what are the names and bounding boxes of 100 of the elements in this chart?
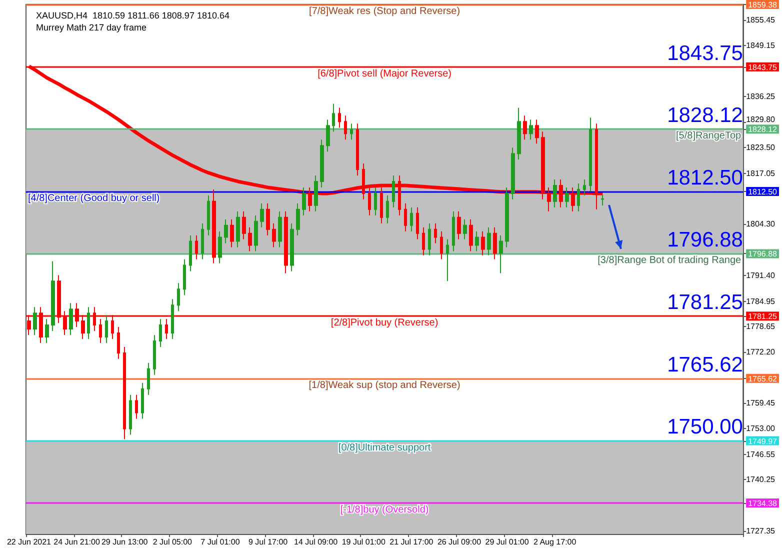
candlestick <box>99 318 102 344</box>
y-tick-label: 1784.95 <box>746 296 776 306</box>
candlestick <box>589 117 592 192</box>
candlestick <box>553 178 557 208</box>
y-tick-label: 1746.55 <box>746 450 776 459</box>
candlestick <box>248 226 252 252</box>
y-tick-label: 1740.25 <box>746 475 776 484</box>
candlestick <box>195 234 198 260</box>
candlestick <box>511 147 515 200</box>
candlestick <box>153 334 156 376</box>
x-tick-label: 9 Jul 17:00 <box>248 538 288 546</box>
candlestick <box>577 182 580 212</box>
candlestick <box>105 314 108 344</box>
x-tick-label: 26 Jul 09:00 <box>437 538 482 546</box>
y-tick-label: 1753.00 <box>746 424 776 434</box>
y-tick-label: 1781.25 <box>748 312 778 322</box>
candlestick <box>302 186 306 216</box>
text: Murrey Math 217 day frame <box>36 22 147 32</box>
candlestick <box>177 282 180 312</box>
y-tick-label: 1796.88 <box>748 250 778 259</box>
candlestick <box>201 222 204 260</box>
y-tick-label: 1823.50 <box>746 143 776 152</box>
candlestick <box>224 218 228 244</box>
candlestick <box>272 222 276 248</box>
candlestick <box>284 210 288 274</box>
candlestick <box>583 178 586 196</box>
candlestick <box>260 202 264 228</box>
candlestick <box>147 362 150 396</box>
candlestick <box>183 258 186 296</box>
candlestick <box>290 222 294 272</box>
y-tick-label: 1849.15 <box>746 40 776 50</box>
candlestick <box>326 119 330 152</box>
candlestick <box>374 186 377 216</box>
ref-line-label: [0/8]Ultimate support <box>338 442 431 454</box>
candlestick <box>416 206 419 240</box>
y-tick-label: 1749.97 <box>748 436 778 446</box>
candlestick <box>129 394 132 436</box>
x-tick-label: 2 Jul 05:00 <box>152 538 193 546</box>
x-tick-label: 22 Jun 2021 <box>6 538 52 546</box>
ref-line-label: [4/8]Center (Good buy or sell) <box>28 192 160 204</box>
candlestick <box>236 210 240 248</box>
y-tick-label: 1804.30 <box>746 220 776 229</box>
y-tick-label: 1772.20 <box>746 348 776 357</box>
annotation: 1781.25 <box>667 291 743 314</box>
candlestick <box>356 123 359 176</box>
y-tick-label: 1734.38 <box>748 498 778 508</box>
candlestick <box>601 194 604 206</box>
y-tick-label: 1836.25 <box>746 92 776 102</box>
candlestick <box>523 115 527 140</box>
ref-line-label: [5/8]RangeTop <box>676 130 742 142</box>
candlestick <box>135 394 138 420</box>
y-tick-label: 1843.75 <box>748 62 778 72</box>
candlestick <box>207 194 210 236</box>
text: XAUUSD,H4 1810.59 1811.66 1808.97 1810.64 <box>36 10 230 20</box>
x-tick-label: 19 Jul 01:00 <box>342 538 386 546</box>
ref-line-label: [3/8]Range Bot of trading Range <box>598 255 742 266</box>
candlestick <box>51 260 55 332</box>
candlestick <box>45 318 49 344</box>
candlestick <box>320 139 324 188</box>
candlestick <box>296 202 300 236</box>
candlestick <box>123 346 126 440</box>
x-tick-label: 7 Jul 01:00 <box>200 538 240 546</box>
y-tick-label: 1791.40 <box>746 271 776 280</box>
candlestick <box>165 318 168 340</box>
candlestick <box>159 318 162 348</box>
candlestick <box>254 214 258 252</box>
candlestick <box>171 298 174 340</box>
candlestick <box>242 210 246 240</box>
candlestick <box>278 210 282 248</box>
candlestick <box>535 119 539 144</box>
x-tick-label: 21 Jul 17:00 <box>390 538 434 546</box>
y-tick-label: 1828.12 <box>748 125 778 134</box>
candlestick <box>469 218 473 252</box>
candlestick <box>332 103 335 132</box>
candlestick <box>493 226 497 260</box>
candlestick <box>565 186 569 208</box>
candlestick <box>33 306 37 336</box>
ref-line-label: [-1/8]buy (Oversold) <box>340 504 429 516</box>
candlestick <box>344 115 347 140</box>
y-tick-label: 1829.80 <box>746 114 776 124</box>
candlestick <box>422 226 425 256</box>
annotation: 1765.62 <box>667 353 743 376</box>
annotation: 1812.50 <box>667 166 743 190</box>
candlestick <box>499 234 503 274</box>
candlestick <box>457 210 461 240</box>
candlestick <box>517 107 521 160</box>
y-tick-label: 1817.05 <box>746 168 776 178</box>
x-tick-label: 29 Jul 01:00 <box>485 538 530 546</box>
candlestick <box>338 107 341 128</box>
candlestick <box>428 222 431 256</box>
candlestick <box>218 230 222 264</box>
annotation: 1750.00 <box>667 416 743 439</box>
candlestick <box>189 234 192 272</box>
candlestick <box>487 226 491 256</box>
x-tick-label: 24 Jun 21:00 <box>54 538 100 546</box>
candlestick <box>69 302 73 336</box>
candlestick <box>87 306 90 340</box>
candlestick <box>434 222 437 244</box>
candlestick <box>446 238 449 282</box>
ref-line-label: [7/8]Weak res (Stop and Reverse) <box>309 6 460 17</box>
